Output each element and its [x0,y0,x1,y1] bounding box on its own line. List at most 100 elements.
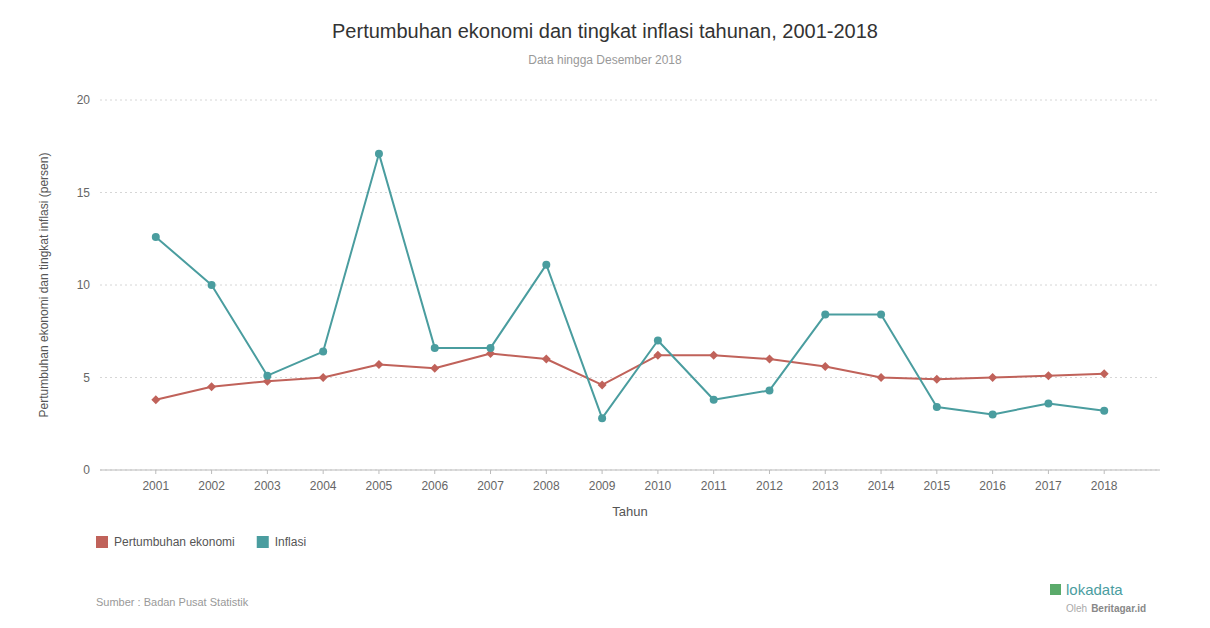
x-tick-label: 2002 [198,479,225,493]
x-tick [211,470,212,474]
series-marker [765,355,774,364]
annotation: Oleh [1066,603,1087,614]
x-tick-label: 2005 [366,479,393,493]
series-marker [431,344,439,352]
series-marker [1044,371,1053,380]
x-axis-line [100,470,1160,471]
series-marker [152,233,160,241]
series-marker [374,360,383,369]
x-tick [602,470,603,474]
legend-swatch [96,536,108,548]
chart-container: Pertumbuhan ekonomi dan tingkat inflasi … [0,0,1210,628]
series-marker [319,373,328,382]
x-tick-label: 2006 [421,479,448,493]
x-tick [825,470,826,474]
brand-icon [1050,584,1061,595]
series-marker [542,261,550,269]
x-tick-label: 2018 [1091,479,1118,493]
y-axis-label: Pertumbuhan ekonomi dan tingkat inflasi … [37,153,51,418]
annotation: lokadata [1066,581,1123,598]
x-tick-label: 2001 [142,479,169,493]
series-line [156,154,1104,419]
x-tick-label: 2009 [589,479,616,493]
chart-svg: Pertumbuhan ekonomi dan tingkat inflasi … [0,0,1210,628]
series-marker [653,351,662,360]
x-tick-label: 2014 [868,479,895,493]
x-tick [657,470,658,474]
series-marker [542,355,551,364]
x-tick-label: 2013 [812,479,839,493]
source: Sumber : Badan Pusat Statistik [96,596,249,608]
y-tick-label: 15 [77,186,91,200]
series-marker [821,362,830,371]
series-marker [877,373,886,382]
series-marker [207,382,216,391]
legend-label: Inflasi [275,535,306,549]
x-tick [881,470,882,474]
series-marker [1100,369,1109,378]
grid-line [100,192,1160,193]
x-tick-label: 2007 [477,479,504,493]
x-tick [378,470,379,474]
series-marker [151,395,160,404]
x-tick [992,470,993,474]
x-tick [323,470,324,474]
x-tick [1048,470,1049,474]
grid-line [100,100,1160,101]
series-marker [598,380,607,389]
x-tick [490,470,491,474]
series-marker [932,375,941,384]
legend-swatch [257,536,269,548]
x-tick [713,470,714,474]
series-line [156,353,1104,399]
x-tick [434,470,435,474]
y-tick-label: 20 [77,93,91,107]
y-tick-label: 5 [83,371,90,385]
grid-line [100,470,1160,471]
x-tick [936,470,937,474]
series-marker [654,337,662,345]
series-marker [430,364,439,373]
x-tick-label: 2015 [923,479,950,493]
x-tick-label: 2010 [645,479,672,493]
plot-area [151,150,1108,423]
x-tick-label: 2004 [310,479,337,493]
series-marker [375,150,383,158]
series-marker [989,411,997,419]
x-tick [267,470,268,474]
series-marker [710,396,718,404]
x-axis-label: Tahun [612,504,647,519]
axes: 0 5 10 15 20 2001 2002 2003 2004 2005 2006 2007 2008… [77,93,1160,493]
x-tick-label: 2017 [1035,479,1062,493]
x-tick [1104,470,1105,474]
x-tick [155,470,156,474]
x-tick-label: 2011 [701,479,727,493]
series-marker [598,414,606,422]
series-marker [1100,407,1108,415]
series-marker [821,311,829,319]
series-marker [1044,399,1052,407]
title: Pertumbuhan ekonomi dan tingkat inflasi … [332,20,878,42]
series-marker [988,373,997,382]
annotation: Beritagar.id [1091,603,1146,614]
x-tick [769,470,770,474]
grid-line [100,285,1160,286]
x-tick-label: 2008 [533,479,560,493]
series-marker [208,281,216,289]
x-tick [546,470,547,474]
series-marker [933,403,941,411]
series-marker [765,386,773,394]
legend: Pertumbuhan ekonomi Inflasi [96,535,306,549]
series-marker [877,311,885,319]
y-tick-label: 0 [83,463,90,477]
subtitle: Data hingga Desember 2018 [528,53,682,67]
x-tick-label: 2016 [979,479,1006,493]
series-marker [263,372,271,380]
y-tick-label: 10 [77,278,91,292]
x-tick-label: 2012 [756,479,783,493]
series-marker [709,351,718,360]
legend-label: Pertumbuhan ekonomi [114,535,235,549]
series-marker [319,348,327,356]
x-tick-label: 2003 [254,479,281,493]
series-marker [487,344,495,352]
